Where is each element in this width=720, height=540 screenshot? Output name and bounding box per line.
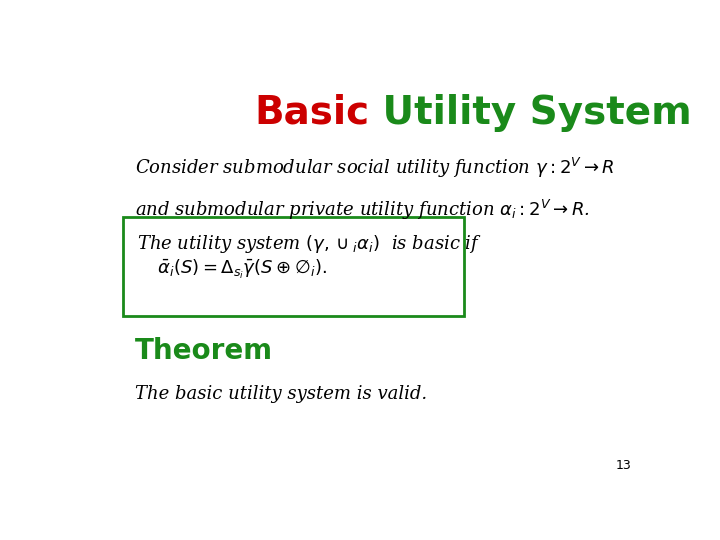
Text: $\bar{\alpha}_i(S) = \Delta_{s_i} \bar{\gamma}(S \oplus \varnothing_i).$: $\bar{\alpha}_i(S) = \Delta_{s_i} \bar{\…: [157, 258, 327, 281]
Text: Theorem: Theorem: [135, 337, 273, 365]
Text: and submodular private utility function $\alpha_i : 2^V \rightarrow R$.: and submodular private utility function …: [135, 198, 590, 222]
Text: 13: 13: [616, 460, 631, 472]
FancyBboxPatch shape: [124, 217, 464, 316]
Text: Consider submodular social utility function $\gamma : 2^V \rightarrow R$: Consider submodular social utility funct…: [135, 156, 614, 180]
Text: The basic utility system is valid.: The basic utility system is valid.: [135, 385, 427, 403]
Text: The utility system $(\gamma, \cup_i \alpha_i)$  is basic if: The utility system $(\gamma, \cup_i \alp…: [138, 233, 482, 255]
Text: Utility System: Utility System: [369, 94, 692, 132]
Text: Basic: Basic: [254, 94, 369, 132]
